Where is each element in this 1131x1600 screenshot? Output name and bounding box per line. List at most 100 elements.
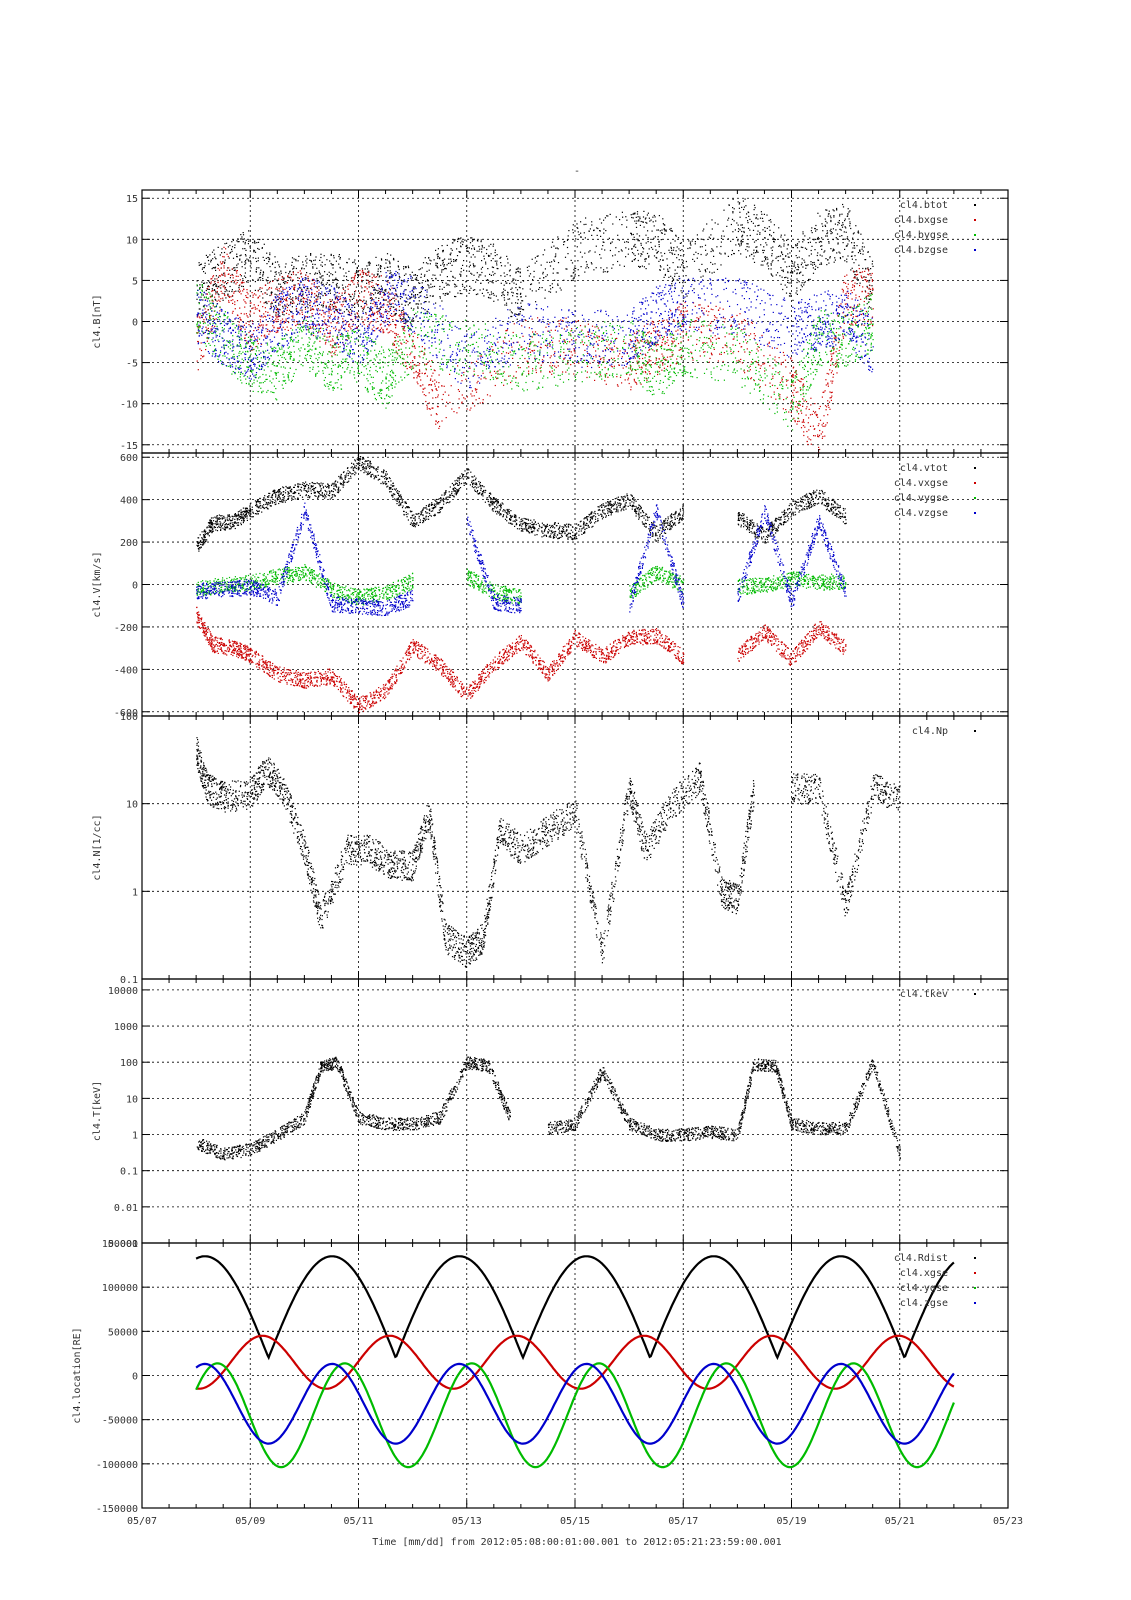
data-point — [856, 270, 858, 272]
data-point — [793, 270, 796, 272]
data-point — [213, 289, 216, 291]
data-point — [437, 267, 439, 269]
data-point — [549, 371, 551, 373]
data-point — [230, 344, 232, 346]
data-point — [798, 413, 800, 415]
data-point — [283, 357, 285, 359]
data-point — [272, 325, 274, 327]
data-point — [685, 334, 687, 336]
data-point — [529, 288, 531, 290]
data-point — [552, 272, 554, 274]
data-point — [636, 238, 638, 240]
data-point — [491, 266, 493, 268]
data-point — [859, 282, 861, 284]
data-point — [433, 285, 436, 287]
data-point — [836, 252, 838, 254]
data-point — [772, 275, 774, 277]
data-point — [659, 269, 661, 271]
data-point — [211, 288, 213, 290]
data-point — [782, 258, 785, 260]
data-point — [329, 307, 331, 309]
data-point — [259, 279, 262, 281]
data-point — [793, 265, 796, 267]
data-point — [366, 265, 368, 267]
data-point — [233, 267, 235, 269]
data-point — [824, 250, 826, 252]
data-point — [589, 362, 591, 364]
data-point — [625, 360, 627, 362]
data-point — [576, 227, 578, 229]
data-point — [217, 264, 220, 266]
data-point — [813, 263, 816, 265]
data-point — [732, 207, 734, 209]
data-point — [616, 337, 618, 339]
data-point — [604, 217, 606, 219]
data-point — [849, 221, 851, 223]
data-point — [444, 268, 446, 270]
data-point — [794, 381, 796, 383]
data-point — [669, 348, 671, 350]
data-point — [299, 350, 301, 352]
data-point — [476, 250, 478, 252]
data-point — [409, 366, 411, 368]
data-point — [679, 281, 681, 284]
data-point — [474, 256, 476, 258]
data-point — [644, 218, 646, 220]
data-point — [275, 306, 277, 308]
data-point — [694, 241, 696, 243]
data-point — [416, 303, 418, 305]
data-point — [236, 255, 238, 258]
data-point — [837, 342, 839, 344]
data-point — [412, 341, 414, 343]
data-point — [327, 332, 329, 334]
data-point — [481, 260, 483, 262]
data-point — [266, 289, 268, 291]
data-point — [512, 278, 514, 280]
data-point — [459, 292, 461, 295]
data-point — [857, 231, 859, 233]
data-point — [815, 413, 817, 415]
data-point — [341, 325, 343, 327]
data-point — [215, 293, 217, 295]
data-point — [463, 288, 465, 290]
data-point — [634, 254, 636, 257]
data-point — [402, 309, 404, 311]
data-point — [241, 281, 243, 283]
data-point — [266, 301, 268, 303]
data-point — [266, 302, 268, 305]
data-point — [500, 282, 502, 284]
data-point — [351, 319, 353, 321]
data-point — [741, 206, 743, 208]
data-point — [404, 361, 406, 364]
data-point — [791, 399, 793, 401]
data-point — [366, 304, 368, 306]
data-point — [535, 301, 537, 303]
data-point — [789, 252, 791, 254]
data-point — [259, 273, 261, 275]
data-point — [664, 273, 666, 276]
data-point — [207, 285, 209, 288]
data-point — [475, 281, 477, 283]
data-point — [846, 258, 848, 260]
data-point — [766, 227, 768, 229]
data-point — [666, 356, 669, 358]
data-point — [584, 237, 586, 239]
data-point — [549, 265, 552, 267]
data-point — [584, 271, 586, 273]
data-point — [653, 321, 655, 323]
data-point — [221, 284, 223, 286]
data-point — [753, 241, 756, 243]
data-point — [540, 347, 542, 349]
data-point — [841, 224, 843, 226]
data-point — [333, 255, 335, 257]
data-point — [770, 264, 772, 266]
data-point — [438, 421, 440, 423]
data-point — [457, 237, 459, 239]
data-point — [792, 247, 794, 249]
data-point — [316, 278, 318, 280]
data-point — [428, 301, 430, 303]
data-point — [258, 338, 261, 340]
data-point — [368, 283, 370, 285]
data-point — [848, 218, 850, 220]
data-point — [213, 249, 215, 251]
